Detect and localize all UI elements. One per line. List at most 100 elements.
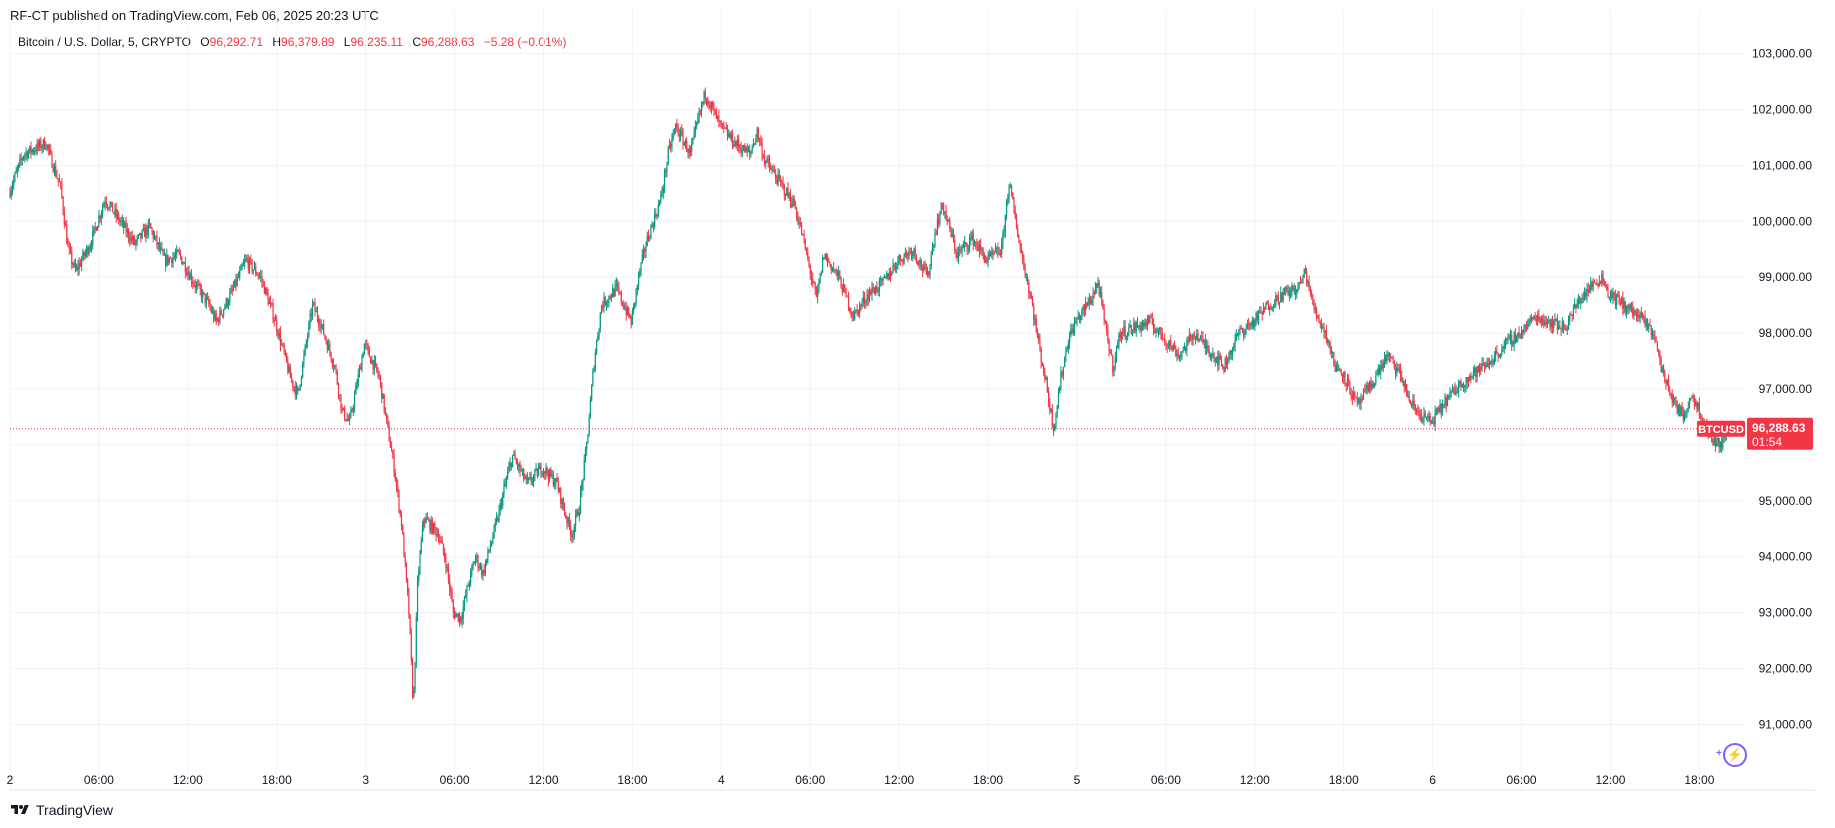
candle-body <box>943 204 945 214</box>
candle-body <box>597 336 599 341</box>
candle-body <box>752 143 755 148</box>
candle-body <box>1288 290 1290 296</box>
candle-body <box>1080 315 1082 321</box>
candle-body <box>99 216 101 219</box>
candle-body <box>970 237 972 240</box>
candle-body <box>626 307 629 315</box>
candle-body <box>449 578 451 590</box>
candle-body <box>1651 334 1654 336</box>
candle-body <box>1629 304 1631 310</box>
candle-body <box>87 247 89 255</box>
candle-body <box>666 163 668 173</box>
candle-body <box>510 462 512 467</box>
candle-body <box>1261 313 1263 315</box>
candle-body <box>1481 363 1483 370</box>
candle-body <box>530 476 532 482</box>
candle-body <box>1485 364 1487 368</box>
candle-body <box>240 266 242 271</box>
candle-body <box>1212 354 1214 356</box>
candle-body <box>1404 384 1407 388</box>
candle-body <box>577 510 579 516</box>
candle-body <box>703 91 705 102</box>
candle-body <box>1490 362 1492 365</box>
y-tick-label: 94,000.00 <box>1759 550 1813 564</box>
candle-body <box>1722 438 1724 448</box>
candle-body <box>941 203 943 205</box>
candle-body <box>130 236 132 242</box>
candle-body <box>1329 342 1331 350</box>
candle-body <box>473 563 475 565</box>
candle-body <box>1580 302 1582 304</box>
candle-body <box>1391 356 1393 359</box>
candle-body <box>1420 415 1423 421</box>
candle-body <box>281 343 283 345</box>
candle-body <box>234 279 236 288</box>
candle-body <box>588 418 590 435</box>
candle-body <box>1566 328 1568 331</box>
x-tick-label: 12:00 <box>1595 773 1625 787</box>
candle-body <box>410 633 412 662</box>
candle-body <box>52 167 54 172</box>
candle-body <box>1685 412 1687 414</box>
candle-body <box>1005 201 1008 215</box>
candle-body <box>1602 274 1604 282</box>
candle-body <box>1124 326 1126 338</box>
candle-body <box>1365 389 1367 391</box>
lightning-icon[interactable]: ⚡ <box>1723 743 1747 767</box>
price-tag-bg <box>1747 417 1813 450</box>
candle-body <box>360 367 362 370</box>
candle-body <box>610 297 613 299</box>
footer-brand[interactable]: TradingView <box>10 802 113 818</box>
candle-body <box>1595 282 1597 284</box>
candle-body <box>1207 345 1209 351</box>
candle-body <box>42 139 44 147</box>
candle-body <box>1146 318 1148 326</box>
candle-body <box>1574 304 1576 308</box>
candle-body <box>1371 383 1373 388</box>
candle-body <box>278 332 280 337</box>
candle-body <box>19 158 21 164</box>
candle-body <box>1550 319 1552 328</box>
candle-body <box>227 302 230 306</box>
candle-body <box>1068 335 1071 344</box>
candle-body <box>1671 394 1673 403</box>
candle-body <box>1060 372 1062 389</box>
candle-body <box>56 176 58 179</box>
candle-body <box>1086 302 1088 307</box>
x-tick-label: 5 <box>1074 773 1081 787</box>
candle-body <box>1640 312 1642 318</box>
candle-body <box>500 502 503 507</box>
candle-body <box>194 285 196 288</box>
time-axis[interactable]: 2 06:00 12:00 18:00 3 06:00 12:00 18:00 4 06:00 12… <box>7 773 1715 787</box>
candle-body <box>1218 355 1220 366</box>
candle-body <box>658 201 661 205</box>
candle-body <box>372 360 374 370</box>
candle-body <box>1491 361 1493 363</box>
candle-body <box>1225 358 1228 365</box>
candle-body <box>818 282 820 289</box>
candle-body <box>950 228 952 237</box>
candle-body <box>498 509 500 521</box>
candle-body <box>1532 317 1534 320</box>
candle-body <box>1504 339 1507 343</box>
candle-body <box>1450 391 1452 394</box>
candle-body <box>1131 330 1134 334</box>
candle-body <box>980 245 982 250</box>
candle-body <box>721 123 724 125</box>
candle-body <box>1155 331 1157 334</box>
candle-body <box>405 562 408 579</box>
price-chart[interactable]: 103,000.00 102,000.00 101,000.00 100,000.00… <box>0 0 1835 800</box>
candle-body <box>652 224 655 227</box>
candle-body <box>185 272 188 275</box>
candle-body <box>609 296 611 298</box>
candle-body <box>367 345 369 349</box>
candle-body <box>960 249 962 251</box>
candle-body <box>1210 355 1213 357</box>
candle-body <box>1077 315 1079 319</box>
candle-body <box>48 149 51 151</box>
candle-body <box>1623 301 1625 310</box>
candle-body <box>202 291 204 299</box>
price-axis[interactable]: 103,000.00 102,000.00 101,000.00 100,000.00… <box>1752 47 1812 732</box>
candle-body <box>67 243 69 247</box>
candle-body <box>994 249 997 253</box>
